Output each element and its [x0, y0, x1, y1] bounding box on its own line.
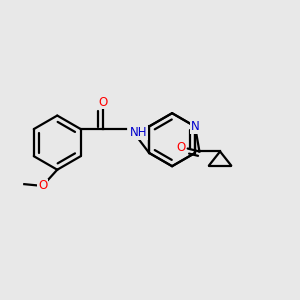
- Text: O: O: [98, 95, 107, 109]
- Text: O: O: [38, 179, 47, 192]
- Text: O: O: [177, 141, 186, 154]
- Text: N: N: [191, 120, 200, 133]
- Text: NH: NH: [130, 126, 147, 139]
